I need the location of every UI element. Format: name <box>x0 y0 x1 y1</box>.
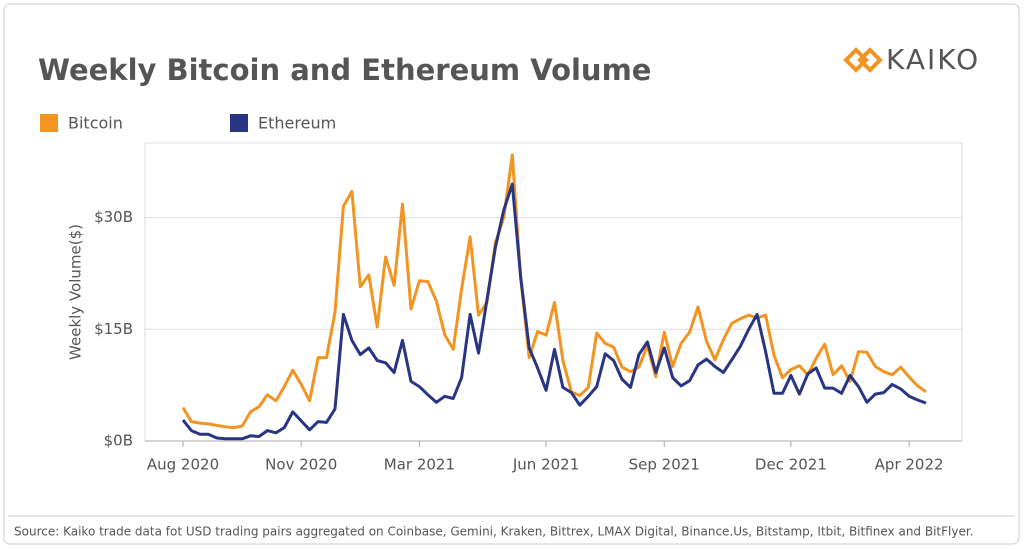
x-tick-label: Aug 2020 <box>147 456 219 474</box>
y-tick-label: $0B <box>104 432 133 450</box>
legend-swatch <box>230 114 248 132</box>
x-tick-label: Jun 2021 <box>512 456 579 474</box>
logo-icon <box>843 47 883 73</box>
y-tick-label: $30B <box>94 208 133 226</box>
line <box>181 153 927 430</box>
y-tick-label: $15B <box>94 320 133 338</box>
logo-text: KAIKO <box>886 43 980 76</box>
source: Source: Kaiko trade data fot USD trading… <box>14 525 974 539</box>
legend-label: Ethereum <box>258 114 336 133</box>
chart-title: Weekly Bitcoin and Ethereum Volume <box>38 53 651 87</box>
y-axis-label: Weekly Volume($) <box>67 224 85 360</box>
x-tick-label: Mar 2021 <box>384 456 455 474</box>
legend-label: Bitcoin <box>68 114 123 133</box>
line <box>181 182 927 441</box>
logo: KAIKO <box>843 43 980 76</box>
x-tick-label: Sep 2021 <box>629 456 700 474</box>
x-tick-label: Nov 2020 <box>265 456 337 474</box>
x-tick-label: Apr 2022 <box>875 456 944 474</box>
legend-swatch <box>40 114 58 132</box>
x-tick-label: Dec 2021 <box>755 456 827 474</box>
